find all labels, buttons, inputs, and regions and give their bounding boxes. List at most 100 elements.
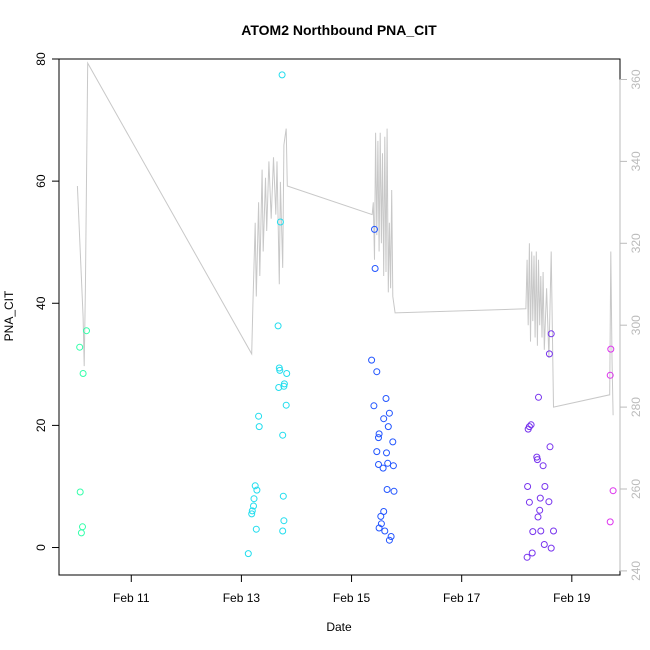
scatter-point-series-3 — [547, 330, 555, 338]
scatter-point-series-2 — [373, 448, 381, 456]
y-tick-label: 20 — [34, 418, 48, 432]
scatter-point-series-3 — [524, 425, 532, 433]
scatter-point-series-2 — [370, 402, 378, 410]
scatter-point-series-2 — [389, 462, 397, 470]
scatter-point-series-3 — [527, 421, 535, 429]
y2-tick-label: 300 — [629, 315, 643, 335]
x-tick-label: Feb 11 — [113, 591, 150, 605]
scatter-point-series-2 — [385, 409, 393, 417]
scatter-point-series-1 — [279, 431, 287, 439]
scatter-point-series-1 — [275, 384, 283, 391]
scatter-point-series-1 — [279, 527, 287, 535]
x-tick-label: Feb 13 — [223, 591, 261, 605]
scatter-point-series-3 — [525, 498, 533, 506]
scatter-point-series-1 — [278, 71, 286, 79]
y2-tick-label: 320 — [629, 233, 643, 253]
scatter-point-series-1 — [250, 502, 257, 510]
scatter-point-series-1 — [280, 517, 288, 525]
scatter-point-series-1 — [248, 510, 256, 518]
scatter-point-series-2 — [377, 512, 385, 520]
y-tick-label: 60 — [34, 174, 48, 188]
x-tick-label: Feb 17 — [443, 591, 481, 605]
y-tick-label: 40 — [34, 296, 48, 310]
scatter-point-series-3 — [545, 350, 553, 358]
scatter-point-series-2 — [373, 368, 381, 376]
scatter-point-series-1 — [255, 412, 263, 420]
scatter-point-series-3 — [536, 494, 544, 502]
scatter-point-series-3 — [545, 498, 553, 506]
scatter-point-series-4 — [606, 371, 614, 379]
scatter-point-series-2 — [389, 438, 397, 446]
y2-tick-label: 340 — [629, 151, 643, 171]
scatter-point-series-2 — [375, 430, 383, 438]
scatter-point-series-3 — [539, 462, 547, 470]
scatter-point-series-0 — [83, 327, 90, 335]
scatter-point-series-0 — [76, 343, 84, 351]
scatter-point-series-3 — [528, 549, 536, 557]
scatter-point-series-1 — [248, 507, 256, 515]
scatter-point-series-0 — [79, 523, 86, 531]
scatter-point-series-3 — [523, 553, 531, 561]
scatter-point-series-2 — [385, 536, 393, 544]
scatter-point-series-4 — [607, 345, 615, 353]
y-axis-label: PNA_CIT — [2, 290, 16, 341]
scatter-point-series-3 — [529, 528, 537, 536]
scatter-point-series-2 — [375, 524, 383, 532]
scatter-point-series-4 — [609, 487, 617, 495]
scatter-point-series-0 — [77, 529, 85, 537]
scatter-point-series-1 — [250, 495, 258, 503]
scatter-point-series-1 — [252, 525, 260, 533]
y-tick-label: 80 — [34, 52, 48, 66]
scatter-point-series-2 — [375, 461, 382, 468]
scatter-point-series-3 — [550, 527, 557, 535]
scatter-point-series-1 — [279, 492, 287, 500]
scatter-point-series-1 — [274, 322, 282, 330]
scatter-point-series-1 — [251, 482, 259, 490]
scatter-point-series-3 — [524, 483, 532, 490]
scatter-point-series-2 — [371, 265, 379, 272]
scatter-point-series-2 — [390, 487, 398, 495]
scatter-point-series-2 — [387, 533, 395, 540]
y2-tick-label: 260 — [629, 479, 643, 499]
scatter-point-series-1 — [276, 366, 284, 374]
scatter-point-series-3 — [547, 544, 555, 552]
axes: 0 20 40 60 80 240 260 280 300 320 340 360 Feb 11 Feb … — [34, 52, 643, 605]
scatter-point-series-4 — [606, 518, 614, 526]
scatter-point-series-2 — [375, 434, 382, 442]
scatter-point-series-2 — [384, 459, 392, 467]
scatter-point-series-2 — [371, 225, 378, 233]
scatter-point-series-3 — [536, 506, 544, 514]
chart-title: ATOM2 Northbound PNA_CIT — [241, 22, 437, 38]
scatter-point-series-1 — [280, 382, 288, 390]
scatter-point-series-1 — [244, 550, 252, 558]
scatter-point-series-3 — [541, 483, 549, 490]
scatter-point-series-2 — [384, 423, 392, 431]
scatter-point-series-2 — [382, 395, 390, 402]
right-axis-line — [76, 61, 614, 416]
scatter-point-series-2 — [380, 415, 388, 423]
y2-tick-label: 280 — [629, 397, 643, 417]
scatter-point-series-1 — [283, 370, 291, 377]
scatter-point-series-2 — [383, 449, 390, 457]
scatter-point-series-2 — [383, 486, 391, 493]
line-series — [76, 61, 614, 416]
scatter-point-series-3 — [533, 456, 541, 464]
y2-tick-label: 360 — [629, 69, 643, 89]
x-tick-label: Feb 19 — [553, 591, 591, 605]
scatter-point-series-3 — [540, 541, 548, 548]
scatter-point-series-1 — [255, 423, 263, 431]
y-tick-label: 0 — [34, 544, 48, 551]
scatter-point-series-3 — [537, 527, 545, 535]
scatter-point-series-0 — [76, 488, 84, 496]
scatter-point-series-1 — [276, 218, 284, 226]
scatter-point-series-3 — [546, 443, 554, 451]
scatter-point-series-0 — [79, 370, 87, 377]
y2-tick-label: 240 — [629, 561, 643, 581]
x-axis-label: Date — [326, 620, 352, 634]
scatter-point-series-3 — [534, 513, 542, 521]
x-tick-label: Feb 15 — [333, 591, 371, 605]
scatter-point-series-1 — [253, 486, 261, 494]
scatter-point-series-2 — [381, 527, 389, 535]
scatter-point-series-3 — [535, 393, 542, 401]
